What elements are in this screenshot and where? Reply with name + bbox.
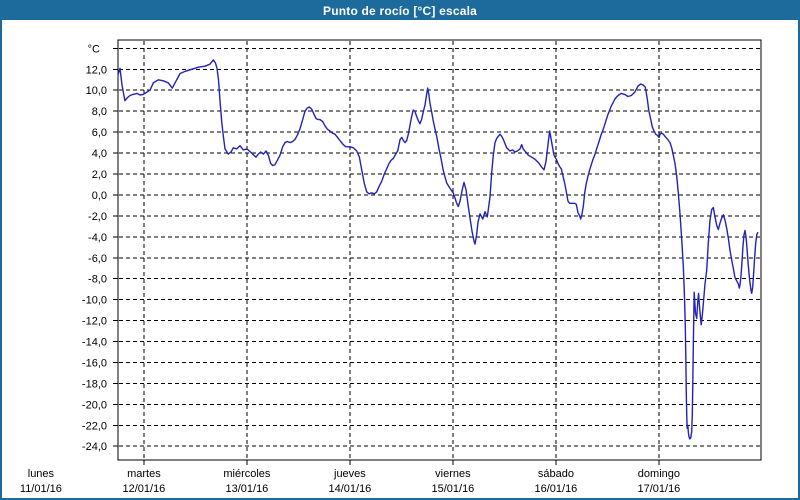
x-weekday-label: jueves [333, 468, 366, 480]
x-weekday-label: martes [127, 468, 161, 480]
y-axis-tick-label: -18,0 [82, 378, 107, 390]
y-axis-tick-label: 2,0 [92, 169, 107, 181]
plot-area [118, 40, 761, 460]
x-date-label: 12/01/16 [122, 483, 165, 495]
y-axis-tick-label: 12,0 [86, 64, 107, 76]
window-titlebar[interactable]: Punto de rocío [°C] escala [2, 2, 798, 20]
x-weekday-label: sábado [538, 468, 574, 480]
temperature-series-line [117, 59, 759, 440]
x-date-label: 11/01/16 [20, 483, 62, 495]
y-axis-tick-label: 8,0 [92, 106, 107, 118]
x-date-label: 13/01/16 [225, 483, 268, 495]
y-axis-tick-label: -22,0 [82, 420, 107, 432]
y-axis-unit-label: °C [88, 43, 100, 55]
x-date-label: 17/01/16 [637, 483, 680, 495]
window-title: Punto de rocío [°C] escala [322, 4, 478, 18]
y-axis-tick-label: 4,0 [92, 148, 107, 160]
x-date-label: 16/01/16 [534, 483, 577, 495]
y-axis-tick-label: -24,0 [82, 441, 107, 453]
y-axis-tick-label: 10,0 [86, 85, 107, 97]
x-weekday-label: miércoles [223, 468, 271, 480]
y-axis-tick-label: -8,0 [88, 274, 107, 286]
y-axis-tick-label: -16,0 [82, 357, 107, 369]
x-weekday-label: lunes [28, 468, 55, 480]
y-axis-tick-label: -2,0 [88, 211, 107, 223]
y-axis-tick-label: -14,0 [82, 337, 107, 349]
y-axis-tick-label: -12,0 [82, 316, 107, 328]
x-weekday-label: domingo [638, 468, 680, 480]
y-axis-tick-label: -10,0 [82, 295, 107, 307]
plot-border [117, 39, 762, 461]
y-axis-tick-label: 0,0 [92, 190, 107, 202]
y-axis-tick-label: -20,0 [82, 399, 107, 411]
y-axis-tick-label: -6,0 [88, 253, 107, 265]
x-weekday-label: viernes [435, 468, 471, 480]
x-date-label: 15/01/16 [431, 483, 474, 495]
x-date-label: 14/01/16 [328, 483, 371, 495]
y-axis-tick-label: -4,0 [88, 232, 107, 244]
y-axis-tick-label: 6,0 [92, 127, 107, 139]
